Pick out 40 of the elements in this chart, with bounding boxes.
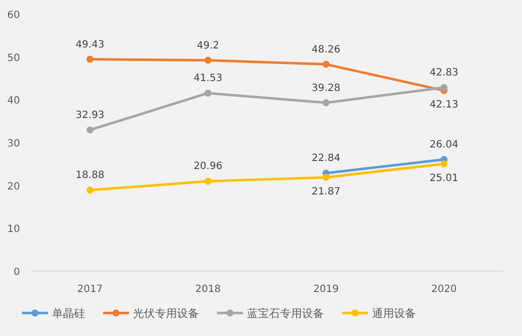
y-tick-label: 40 [7,96,20,107]
data-label: 41.53 [194,73,222,84]
data-label: 32.93 [76,110,104,121]
data-label: 20.96 [194,161,222,172]
point [86,126,94,134]
y-tick-label: 0 [14,267,20,278]
y-tick-label: 50 [7,52,20,64]
point [440,160,448,168]
y-tick-label: 10 [7,224,20,236]
y-tick-label: 30 [7,138,20,150]
data-label: 48.26 [312,44,340,56]
point [86,56,94,63]
data-label: 26.04 [430,139,458,150]
point [86,186,94,194]
data-label: 49.2 [196,40,220,52]
legend-label: 蓝宝石专用设备 [247,307,324,320]
point [204,90,212,97]
point [322,174,330,181]
legend-label: 光伏专用设备 [133,307,199,320]
data-label: 18.88 [76,170,104,182]
legend-label: 通用设备 [372,307,416,320]
data-label: 49.43 [76,39,104,50]
data-label: 22.84 [312,153,340,164]
data-label: 25.01 [430,172,458,184]
x-tick-label: 2017 [77,284,103,295]
x-tick-label: 2019 [313,284,339,295]
data-label: 42.13 [430,100,458,111]
data-label: 21.87 [312,186,340,198]
point [322,60,330,68]
y-tick-label: 60 [7,10,20,21]
data-label: 42.83 [430,68,458,79]
y-tick-label: 20 [7,181,20,192]
point [204,56,212,64]
legend-label: 单晶硅 [52,307,85,320]
x-tick-label: 2018 [195,284,221,295]
x-tick-label: 2020 [431,284,457,295]
point [204,178,212,185]
point [440,84,448,92]
data-label: 39.28 [312,82,340,94]
point [322,99,330,106]
